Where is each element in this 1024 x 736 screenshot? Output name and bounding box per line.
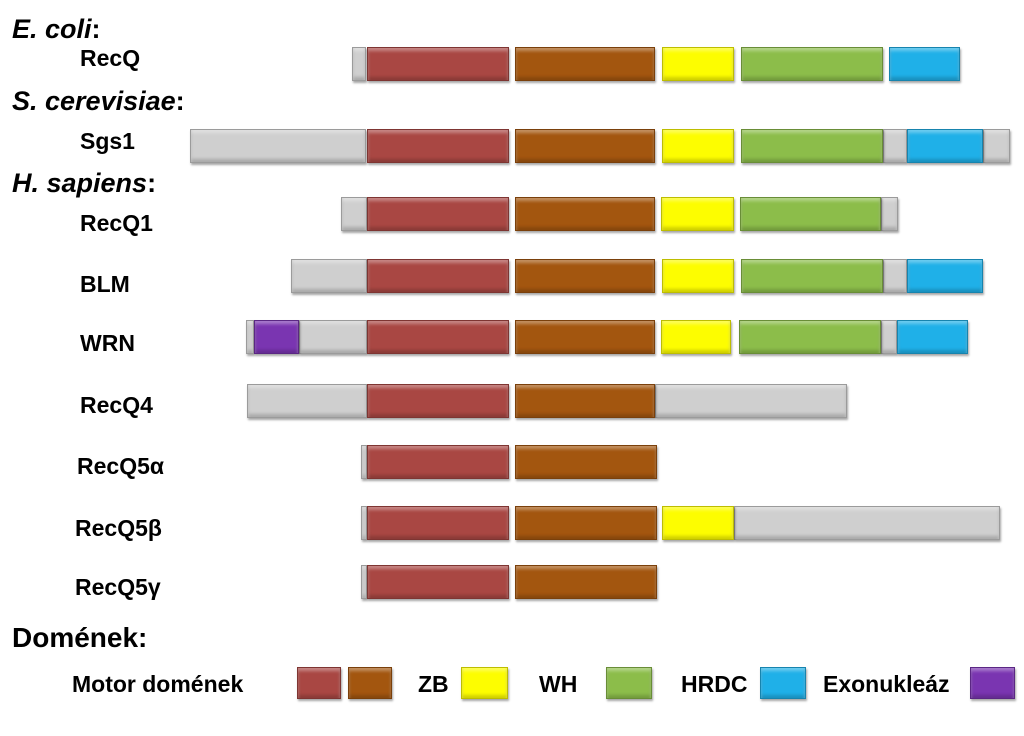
motor2-domain-wrn [515, 320, 655, 354]
motor1-domain-recq5 [367, 506, 509, 540]
motor1-domain-wrn [367, 320, 509, 354]
species-colon: : [147, 168, 157, 198]
linker-segment-recq1 [881, 197, 898, 231]
linker-segment-blm [291, 259, 367, 293]
legend-swatch-hrdc [760, 667, 806, 699]
protein-label-recq5g: RecQ5γ [75, 574, 161, 600]
hrdc-domain-sgs1 [907, 129, 983, 163]
protein-label-recq: RecQ [80, 45, 141, 71]
exo-domain-wrn [254, 320, 299, 354]
species-colon: : [175, 86, 185, 116]
legend-swatch-wh [606, 667, 652, 699]
motor1-domain-blm [367, 259, 509, 293]
protein-label-sgs1: Sgs1 [80, 128, 135, 154]
linker-segment-sgs1 [983, 129, 1010, 163]
linker-segment-wrn [299, 320, 367, 354]
motor2-domain-recq [515, 47, 655, 81]
linker-segment-recq [352, 47, 366, 81]
zb-domain-recq5 [662, 506, 734, 540]
motor2-domain-sgs1 [515, 129, 655, 163]
linker-segment-sgs1 [883, 129, 907, 163]
wh-domain-wrn [739, 320, 881, 354]
linker-segment-recq5 [361, 506, 367, 540]
species-label-s-cerevisiae: S. cerevisiae: [12, 86, 185, 116]
legend-swatch-motor2 [348, 667, 392, 699]
legend-label-zb: ZB [418, 671, 449, 697]
linker-segment-blm [883, 259, 907, 293]
motor1-domain-recq5 [367, 445, 509, 479]
hrdc-domain-blm [907, 259, 983, 293]
legend-label-wh: WH [539, 671, 578, 697]
wh-domain-sgs1 [741, 129, 883, 163]
zb-domain-sgs1 [662, 129, 734, 163]
wh-domain-blm [741, 259, 883, 293]
protein-label-recq4: RecQ4 [80, 392, 153, 418]
legend-label-motor: Motor domének [72, 671, 244, 697]
legend-label-hrdc: HRDC [681, 671, 748, 697]
linker-segment-recq5 [734, 506, 1000, 540]
motor2-domain-recq5 [515, 565, 657, 599]
linker-segment-recq5 [361, 445, 367, 479]
wh-domain-recq [741, 47, 883, 81]
linker-segment-recq4 [655, 384, 847, 418]
motor2-domain-recq4 [515, 384, 655, 418]
species-colon: : [91, 14, 101, 44]
protein-label-recq5b: RecQ5β [75, 515, 162, 541]
species-label-h-sapiens: H. sapiens: [12, 168, 156, 198]
motor2-domain-recq1 [515, 197, 655, 231]
wh-domain-recq1 [740, 197, 881, 231]
linker-segment-wrn [881, 320, 897, 354]
zb-domain-recq1 [661, 197, 734, 231]
legend-label-exo: Exonukleáz [823, 671, 950, 697]
legend-title: Domének: [12, 622, 148, 653]
motor1-domain-recq4 [367, 384, 509, 418]
species-name: H. sapiens [12, 168, 148, 198]
linker-segment-recq1 [341, 197, 367, 231]
protein-label-blm: BLM [80, 271, 130, 297]
hrdc-domain-wrn [897, 320, 968, 354]
linker-segment-wrn [246, 320, 254, 354]
motor1-domain-sgs1 [367, 129, 509, 163]
species-label-e-coli: E. coli: [12, 14, 101, 44]
legend-swatch-zb [461, 667, 508, 699]
zb-domain-wrn [661, 320, 731, 354]
linker-segment-recq5 [361, 565, 367, 599]
zb-domain-recq [662, 47, 734, 81]
protein-label-recq5a: RecQ5α [77, 453, 165, 479]
motor1-domain-recq1 [367, 197, 509, 231]
species-name: E. coli [12, 14, 92, 44]
linker-segment-sgs1 [190, 129, 366, 163]
protein-label-wrn: WRN [80, 330, 135, 356]
legend-swatch-exo [970, 667, 1015, 699]
motor2-domain-blm [515, 259, 655, 293]
linker-segment-recq4 [247, 384, 367, 418]
species-name: S. cerevisiae [12, 86, 176, 116]
motor2-domain-recq5 [515, 445, 657, 479]
hrdc-domain-recq [889, 47, 960, 81]
motor1-domain-recq5 [367, 565, 509, 599]
protein-label-recq1: RecQ1 [80, 210, 153, 236]
motor1-domain-recq [367, 47, 509, 81]
motor2-domain-recq5 [515, 506, 657, 540]
legend-swatch-motor1 [297, 667, 341, 699]
zb-domain-blm [662, 259, 734, 293]
